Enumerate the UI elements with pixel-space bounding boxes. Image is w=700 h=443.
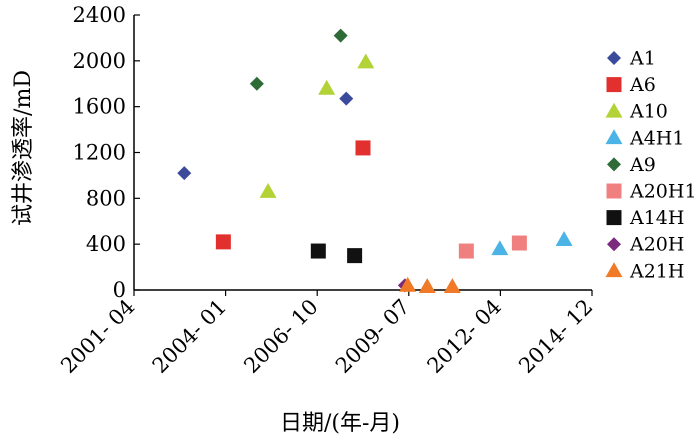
legend: A1 A6 A10 A4H1 A9 A20H1 A14H A20H A21H [605,48,697,282]
y-axis: 0 400 800 1200 1600 2000 2400 [73,3,140,302]
data-point-a20h1 [511,235,527,251]
y-axis-title: 试井渗透率/mD [11,70,36,226]
legend-label: A6 [629,74,656,96]
x-tick-label: 2009- 07 [331,295,414,378]
y-tick-label: 2400 [73,3,126,27]
data-point-a20h1 [458,243,474,259]
data-point-a6 [215,234,231,250]
legend-marker [607,237,621,252]
x-tick-label: 2004- 01 [148,295,231,378]
data-points [177,28,573,293]
legend-marker [606,77,622,93]
x-axis-title: 日期/(年-月) [280,411,400,436]
legend-label: A20H [629,234,684,256]
legend-item-a20h: A20H [607,234,684,256]
legend-item-a14h: A14H [606,207,684,229]
data-point-a9 [249,76,264,91]
data-point-a4h1 [491,240,509,256]
legend-item-a6: A6 [606,74,656,96]
legend-label: A20H1 [629,181,697,203]
legend-marker [606,183,622,199]
legend-marker [605,129,623,145]
data-point-a10 [357,53,375,69]
legend-label: A21H [629,260,684,282]
legend-label: A10 [629,101,668,123]
legend-item-a21h: A21H [605,260,684,282]
legend-label: A1 [629,48,656,70]
legend-marker [605,102,623,118]
data-point-a1 [339,91,354,106]
legend-item-a1: A1 [607,48,656,70]
data-point-a1 [177,166,192,181]
y-tick-label: 800 [86,186,126,210]
y-tick-label: 2000 [73,49,126,73]
data-point-a14h [310,243,326,259]
data-point-a10 [259,182,277,198]
legend-item-a20h1: A20H1 [606,181,697,203]
legend-label: A14H [629,207,684,229]
x-tick-label: 2014- 12 [514,295,597,378]
legend-marker [607,157,621,172]
data-point-a14h [347,248,363,264]
legend-label: A9 [629,154,656,176]
x-tick-label: 2012- 04 [423,295,506,378]
data-point-a21h [399,276,417,292]
x-tick-label: 2001- 04 [56,295,139,378]
data-point-a9 [333,28,348,43]
y-tick-label: 1600 [73,95,126,119]
data-point-a10 [318,79,336,95]
legend-marker [606,210,622,226]
y-tick-label: 1200 [73,141,126,165]
data-point-a4h1 [555,231,573,246]
y-tick-label: 0 [113,278,126,302]
legend-item-a10: A10 [605,101,668,123]
data-point-a6 [355,140,371,156]
x-axis: 2001- 04 2004- 01 2006- 10 2009- 07 2012- 04… [56,289,598,378]
legend-item-a9: A9 [607,154,656,176]
y-tick-label: 400 [86,232,126,256]
legend-marker [605,262,623,278]
legend-item-a4h1: A4H1 [605,127,684,149]
legend-label: A4H1 [629,127,684,149]
x-tick-label: 2006- 10 [239,295,322,378]
legend-marker [607,51,621,65]
data-point-a21h [443,278,461,293]
data-point-a21h [418,278,436,293]
